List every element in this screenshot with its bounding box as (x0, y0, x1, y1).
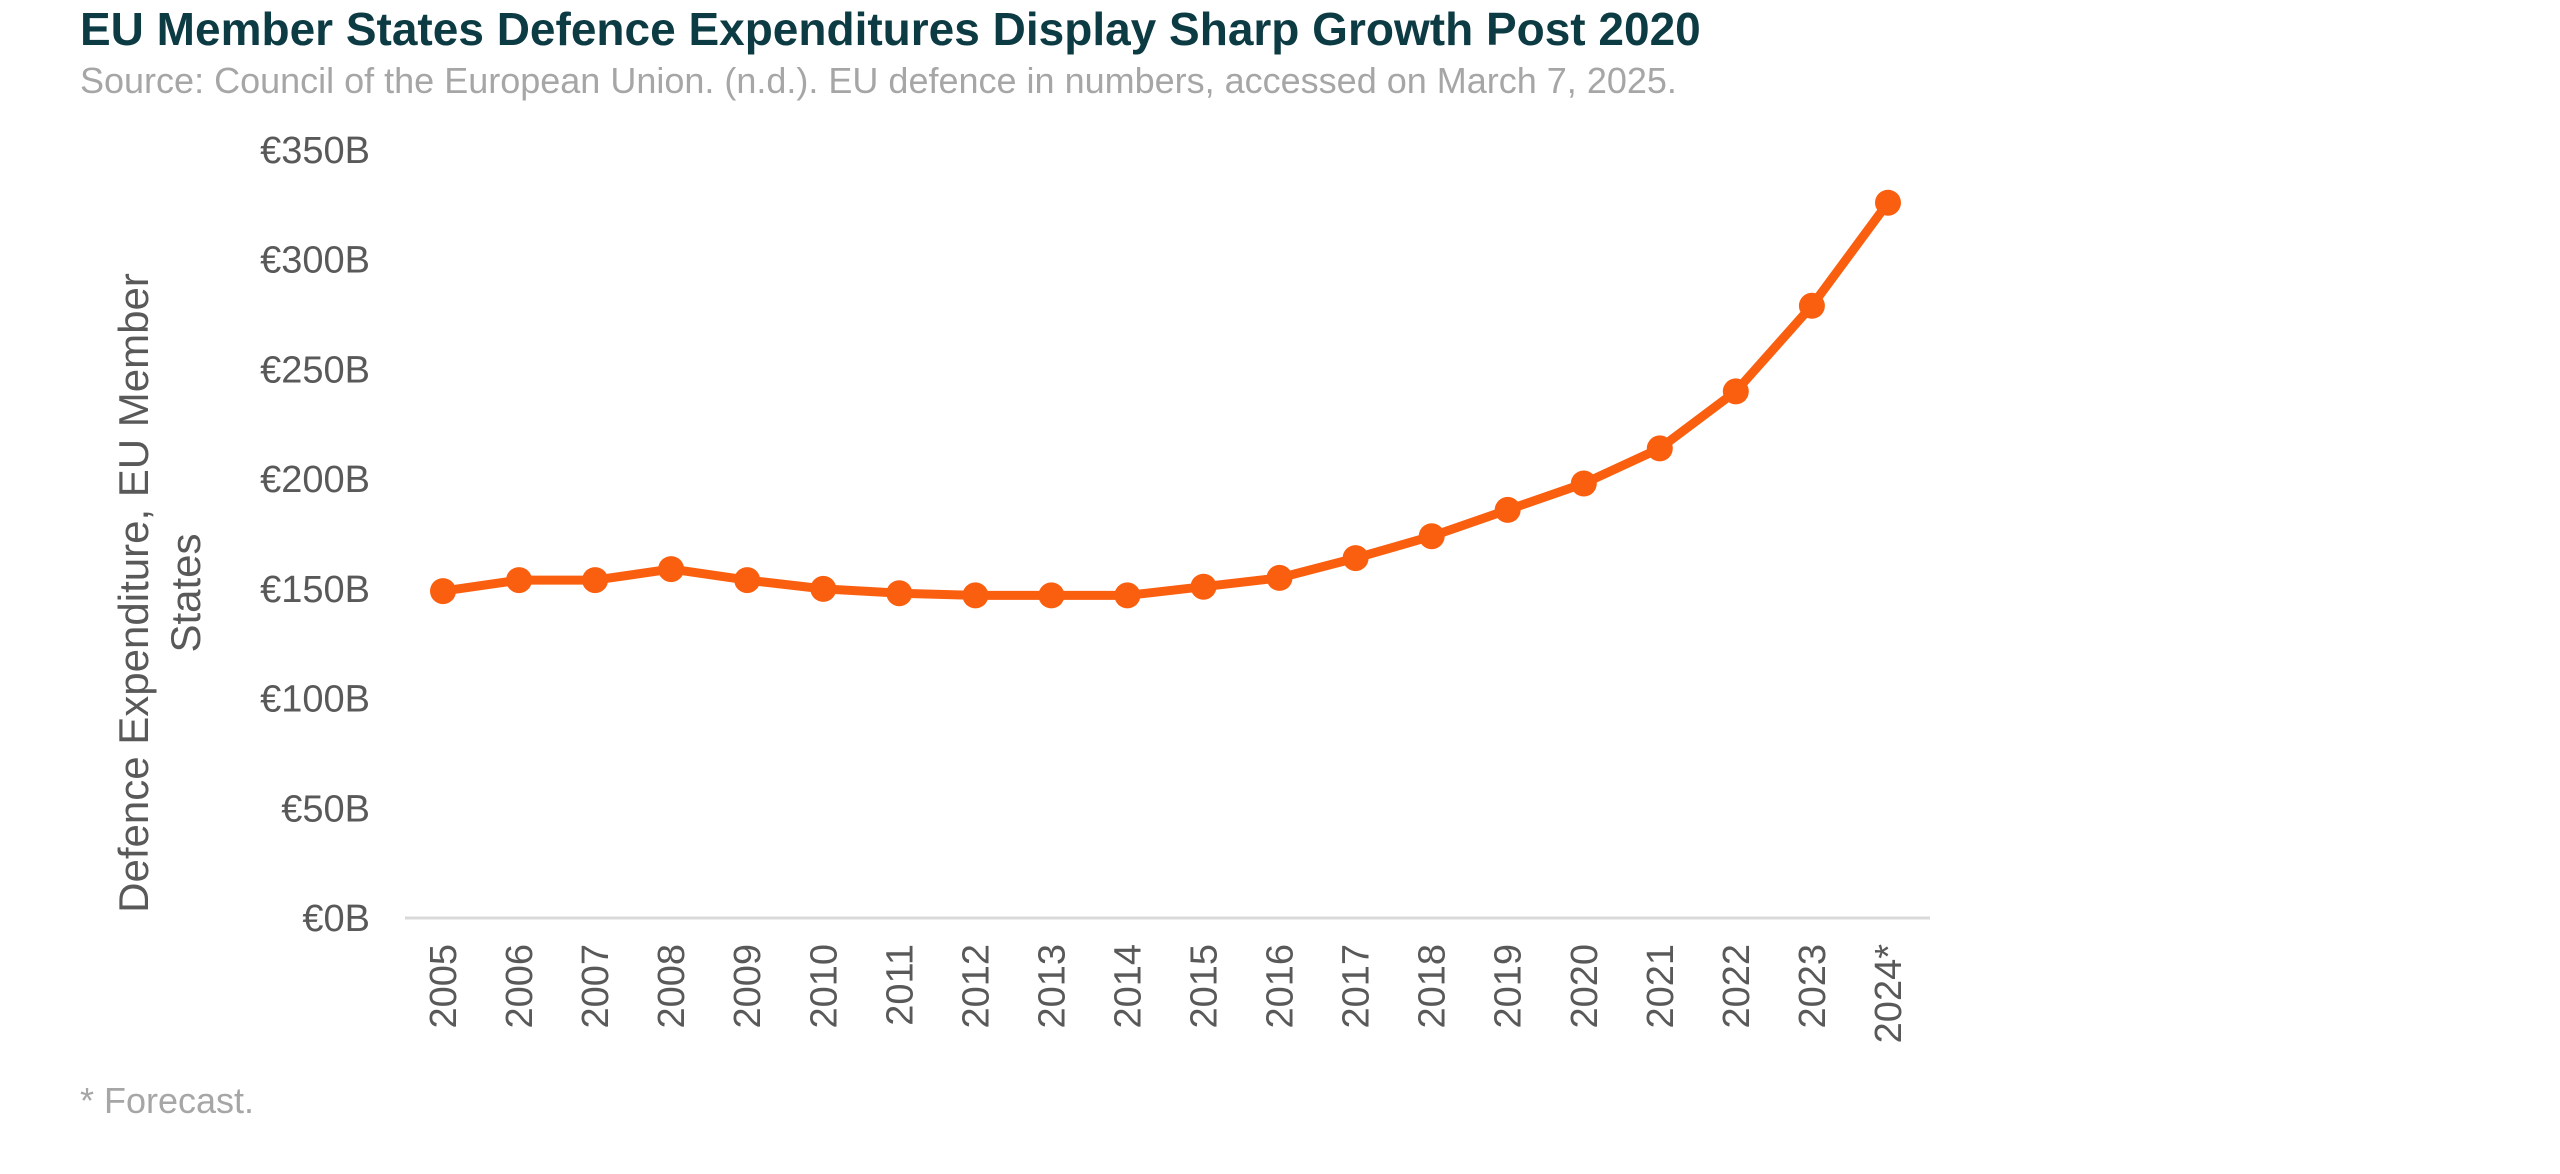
series-line (438, 198, 1893, 600)
chart-source: Source: Council of the European Union. (… (80, 60, 1677, 101)
y-axis-title-line-1: Defence Expenditure, EU Member (110, 273, 157, 913)
data-point-2024 (1875, 189, 1901, 216)
y-axis-title-line-2: States (162, 533, 209, 652)
data-point-2005 (430, 578, 456, 605)
x-tick-label: 2005 (423, 944, 465, 1029)
data-point-2016 (1266, 564, 1293, 591)
data-point-2007 (582, 567, 609, 594)
data-point-2011 (886, 580, 913, 607)
x-tick-label: 2010 (803, 944, 845, 1029)
x-tick-label: 2024* (1868, 944, 1910, 1044)
data-point-2008 (658, 556, 685, 583)
x-tick-label: 2014 (1107, 944, 1149, 1029)
y-tick-label: €250B (260, 349, 370, 391)
x-tick-label: 2006 (499, 944, 541, 1029)
x-tick-label: 2021 (1640, 944, 1682, 1029)
data-point-2014 (1114, 582, 1141, 609)
x-tick-label: 2011 (879, 944, 921, 1026)
data-point-2022 (1722, 378, 1749, 405)
y-tick-label: €300B (260, 240, 370, 282)
data-point-2010 (810, 575, 837, 602)
data-point-2012 (962, 582, 989, 609)
data-point-2006 (506, 567, 532, 594)
y-tick-label: €0B (302, 898, 370, 940)
y-tick-label: €350B (260, 130, 370, 172)
data-point-2017 (1342, 545, 1369, 572)
series-points (430, 189, 1901, 609)
x-tick-label: 2018 (1412, 944, 1454, 1029)
x-tick-label: 2007 (575, 944, 617, 1029)
x-tick-label: 2016 (1260, 944, 1302, 1029)
chart-footnote: * Forecast. (80, 1080, 255, 1121)
data-point-2020 (1570, 470, 1597, 497)
y-tick-label: €100B (260, 679, 370, 721)
y-axis-ticks: €0B €50B €100B €150B €200B €250B €300B €350B (260, 130, 370, 940)
chart-title: EU Member States Defence Expenditures Di… (80, 3, 1701, 55)
x-tick-label: 2008 (651, 944, 693, 1029)
x-tick-label: 2020 (1564, 944, 1606, 1029)
data-point-2013 (1038, 582, 1065, 609)
data-point-2009 (734, 567, 761, 594)
x-tick-label: 2015 (1184, 944, 1226, 1029)
data-point-2018 (1418, 523, 1445, 550)
x-tick-label: 2023 (1792, 944, 1834, 1029)
x-tick-label: 2012 (955, 944, 997, 1029)
y-tick-label: €150B (260, 569, 370, 611)
data-point-2023 (1798, 292, 1825, 319)
y-axis-title: Defence Expenditure, EU Member States (110, 273, 209, 913)
x-tick-label: 2013 (1031, 944, 1073, 1029)
x-axis-ticks: 2005 2006 2007 2008 2009 2010 2011 2012 2013 2014… (423, 944, 1910, 1044)
x-tick-label: 2009 (727, 944, 769, 1029)
x-tick-label: 2022 (1716, 944, 1758, 1029)
y-tick-label: €50B (281, 788, 370, 830)
data-point-2015 (1190, 573, 1217, 600)
x-tick-label: 2019 (1488, 944, 1530, 1029)
y-tick-label: €200B (260, 459, 370, 501)
data-point-2019 (1494, 496, 1521, 523)
x-tick-label: 2017 (1336, 944, 1378, 1029)
data-point-2021 (1646, 435, 1673, 462)
